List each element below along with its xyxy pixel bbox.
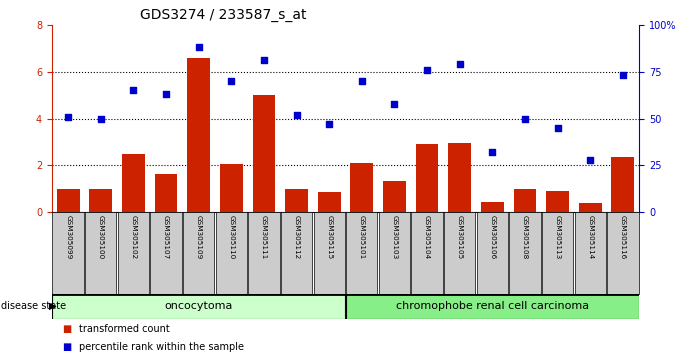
Point <box>63 114 74 120</box>
Point <box>486 149 498 155</box>
Bar <box>220 164 243 212</box>
Text: GSM305107: GSM305107 <box>163 215 169 259</box>
Bar <box>216 212 247 294</box>
Point <box>520 116 531 121</box>
Bar <box>248 212 280 294</box>
Point <box>552 125 563 131</box>
Bar <box>509 212 540 294</box>
Point <box>323 121 334 127</box>
Point <box>291 112 302 118</box>
Point <box>193 45 204 50</box>
Bar <box>183 212 214 294</box>
Text: GSM305113: GSM305113 <box>555 215 560 259</box>
Point <box>389 101 400 107</box>
Point <box>422 67 433 73</box>
Bar <box>477 212 508 294</box>
Text: disease state: disease state <box>1 301 66 311</box>
Bar <box>252 95 275 212</box>
Bar <box>383 181 406 212</box>
Bar <box>379 212 410 294</box>
Bar <box>85 212 116 294</box>
Bar <box>579 203 602 212</box>
Point <box>585 157 596 163</box>
Text: GSM305105: GSM305105 <box>457 215 463 259</box>
Text: GSM305116: GSM305116 <box>620 215 626 259</box>
Bar <box>285 189 308 212</box>
Bar <box>117 212 149 294</box>
Text: GSM305099: GSM305099 <box>65 215 71 259</box>
Text: GSM305115: GSM305115 <box>326 215 332 259</box>
Bar <box>346 294 639 319</box>
Bar <box>151 212 182 294</box>
Bar <box>350 163 373 212</box>
Text: ▶: ▶ <box>49 301 57 311</box>
Text: GSM305106: GSM305106 <box>489 215 495 259</box>
Bar <box>155 174 178 212</box>
Text: ■: ■ <box>62 324 71 334</box>
Point <box>95 116 106 121</box>
Bar <box>122 154 145 212</box>
Bar <box>57 189 79 212</box>
Text: GSM305101: GSM305101 <box>359 215 365 259</box>
Text: GSM305100: GSM305100 <box>97 215 104 259</box>
Text: percentile rank within the sample: percentile rank within the sample <box>79 342 245 352</box>
Bar <box>52 294 346 319</box>
Text: transformed count: transformed count <box>79 324 170 334</box>
Bar <box>542 212 574 294</box>
Bar <box>281 212 312 294</box>
Text: GSM305112: GSM305112 <box>294 215 300 259</box>
Text: GSM305104: GSM305104 <box>424 215 430 259</box>
Bar <box>53 212 84 294</box>
Text: GSM305102: GSM305102 <box>131 215 136 259</box>
Point <box>160 91 171 97</box>
Bar <box>346 212 377 294</box>
Bar <box>314 212 345 294</box>
Bar <box>574 212 606 294</box>
Point <box>258 58 269 63</box>
Bar <box>612 157 634 212</box>
Bar <box>411 212 443 294</box>
Bar <box>546 191 569 212</box>
Bar <box>607 212 638 294</box>
Text: GSM305114: GSM305114 <box>587 215 594 259</box>
Point <box>357 78 368 84</box>
Bar <box>416 144 439 212</box>
Text: GSM305111: GSM305111 <box>261 215 267 259</box>
Bar <box>187 58 210 212</box>
Text: chromophobe renal cell carcinoma: chromophobe renal cell carcinoma <box>396 301 589 311</box>
Bar <box>318 193 341 212</box>
Point <box>128 87 139 93</box>
Point <box>226 78 237 84</box>
Text: GSM305109: GSM305109 <box>196 215 202 259</box>
Bar <box>89 189 112 212</box>
Text: GDS3274 / 233587_s_at: GDS3274 / 233587_s_at <box>140 8 306 22</box>
Text: GSM305108: GSM305108 <box>522 215 528 259</box>
Bar <box>444 212 475 294</box>
Point <box>617 73 628 78</box>
Text: GSM305110: GSM305110 <box>228 215 234 259</box>
Point <box>454 61 465 67</box>
Text: ■: ■ <box>62 342 71 352</box>
Bar <box>481 202 504 212</box>
Text: oncocytoma: oncocytoma <box>164 301 233 311</box>
Bar <box>513 189 536 212</box>
Bar <box>448 143 471 212</box>
Text: GSM305103: GSM305103 <box>391 215 397 259</box>
